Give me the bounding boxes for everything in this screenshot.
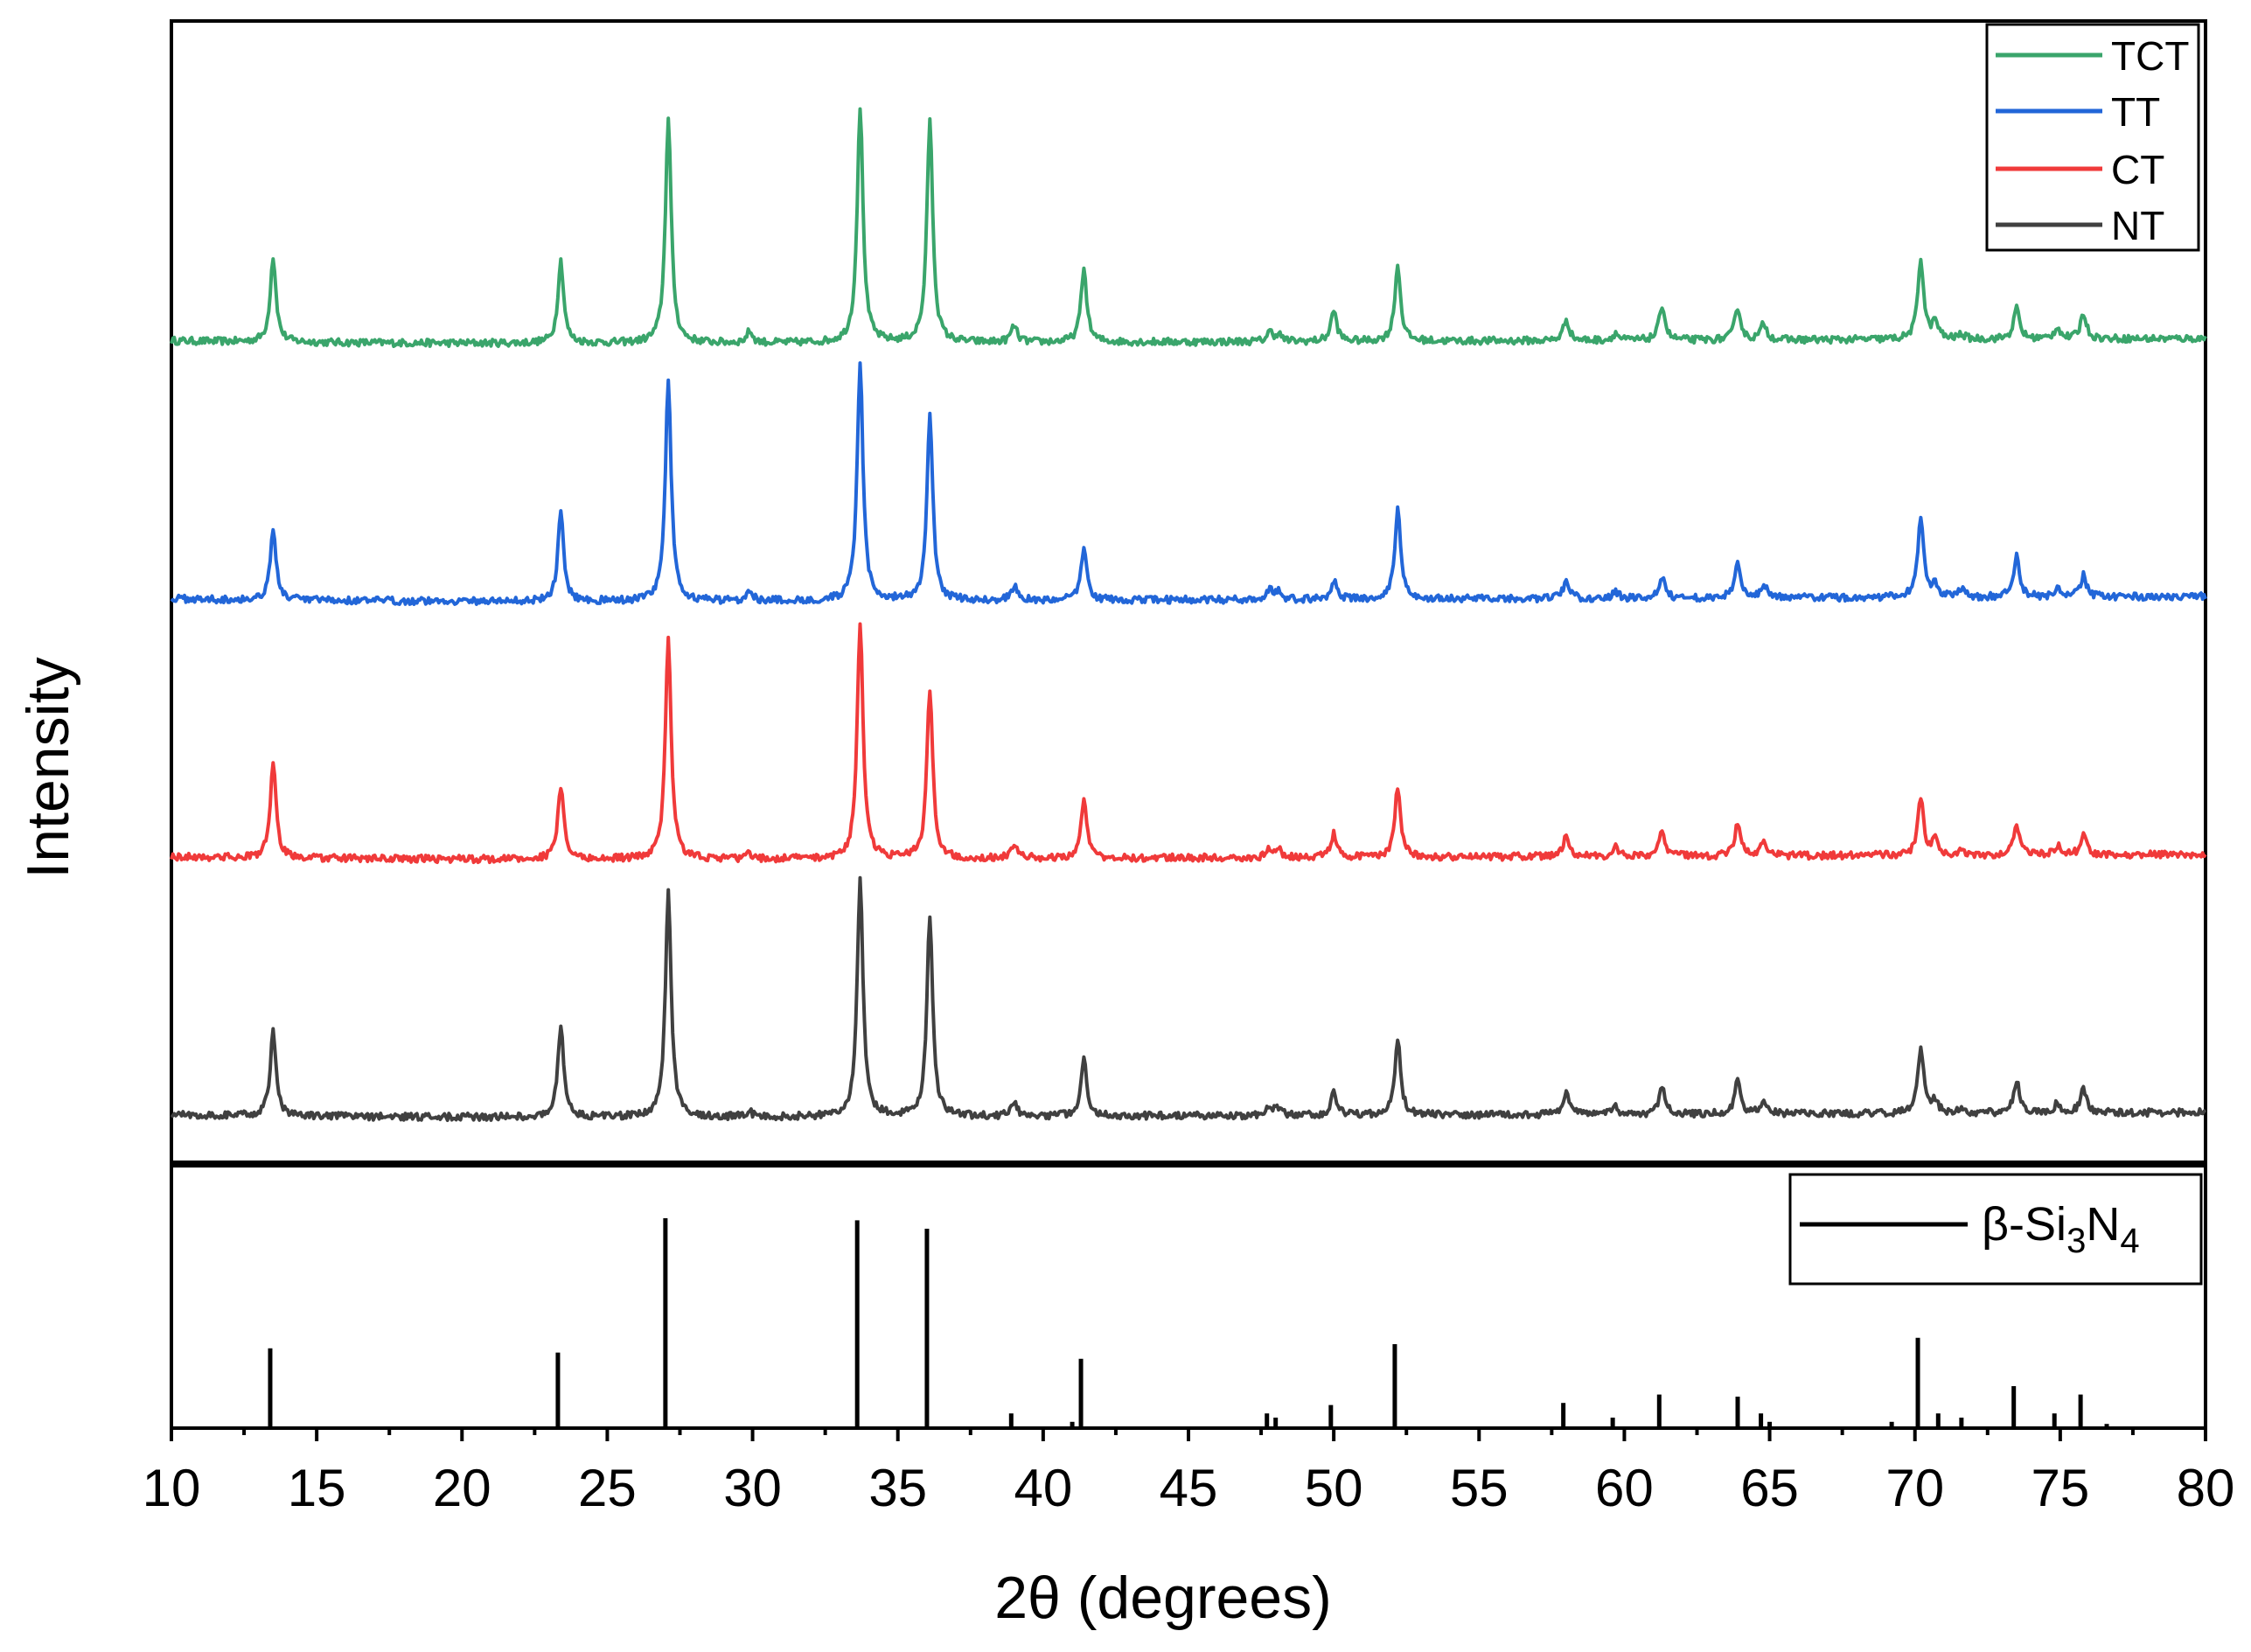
ref-label-sub1: 3	[2066, 1222, 2086, 1260]
legend: TCT TT CT NT	[1985, 23, 2200, 252]
upper-panel-frame	[170, 19, 2207, 1164]
x-tick-label: 80	[2177, 1459, 2235, 1517]
x-tick-label: 75	[2031, 1459, 2089, 1517]
series-layer	[170, 107, 2207, 1122]
series-line-tt	[170, 361, 2207, 606]
x-tick-label: 15	[288, 1459, 346, 1517]
legend-label-tct: TCT	[2111, 33, 2189, 79]
series-line-nt	[170, 875, 2207, 1122]
reference-legend: β-Si3N4	[1788, 1173, 2203, 1286]
x-tick-label: 10	[143, 1459, 201, 1517]
legend-box	[1985, 23, 2200, 252]
x-tick-label: 65	[1740, 1459, 1799, 1517]
legend-label-tt: TT	[2111, 89, 2160, 135]
ref-label-base: β-Si	[1982, 1198, 2066, 1251]
reference-legend-label: β-Si3N4	[1982, 1198, 2140, 1260]
y-axis-title: Intensity	[15, 657, 81, 878]
legend-label-ct: CT	[2111, 147, 2164, 192]
ref-label-sub2: 4	[2120, 1222, 2139, 1260]
x-tick-label: 20	[433, 1459, 491, 1517]
ref-label-mid: N	[2086, 1198, 2120, 1251]
series-line-ct	[170, 622, 2207, 865]
x-tick-label: 35	[868, 1459, 927, 1517]
x-axis: 10 15 20 25 30 35 40 45 50 55 60 65 70 75 80	[143, 1428, 2235, 1517]
reference-lines	[268, 1218, 2109, 1428]
x-tick-label: 30	[723, 1459, 782, 1517]
x-tick-label: 55	[1450, 1459, 1509, 1517]
x-tick-label: 25	[578, 1459, 637, 1517]
x-tick-label: 60	[1595, 1459, 1654, 1517]
x-tick-label: 45	[1160, 1459, 1218, 1517]
legend-label-nt: NT	[2111, 203, 2164, 248]
x-axis-title: 2θ (degrees)	[994, 1565, 1332, 1631]
x-tick-label: 40	[1014, 1459, 1072, 1517]
x-tick-label: 70	[1885, 1459, 1944, 1517]
reference-legend-box	[1788, 1173, 2203, 1286]
x-tick-label: 50	[1305, 1459, 1363, 1517]
series-line-tct	[170, 107, 2207, 348]
